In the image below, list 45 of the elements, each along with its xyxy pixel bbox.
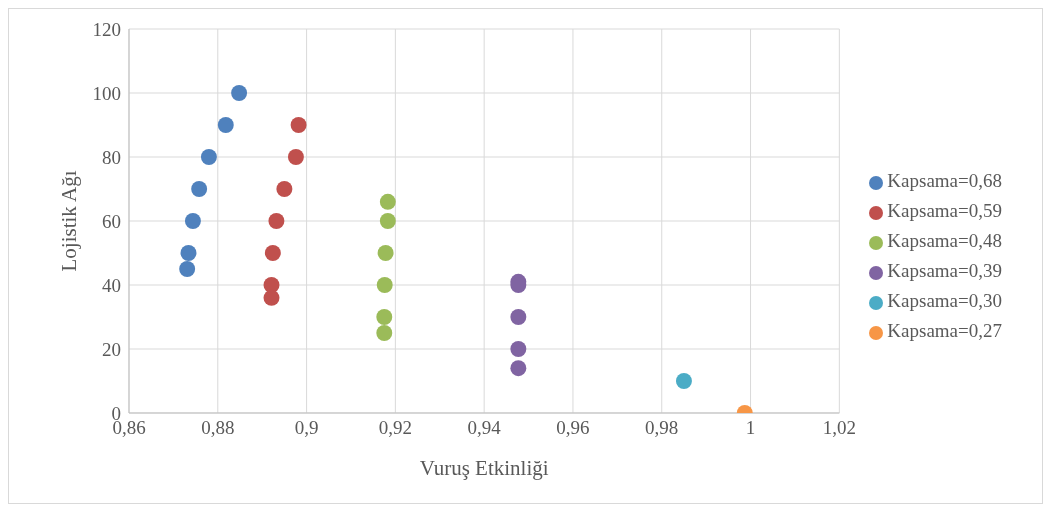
- y-tick-label: 20: [102, 338, 121, 360]
- x-tick-label: 0,98: [645, 417, 679, 439]
- legend-label: Kapsama=0,68: [887, 170, 1002, 191]
- point: [179, 261, 196, 277]
- y-tick-label: 80: [102, 146, 121, 168]
- point: [376, 309, 393, 325]
- point: [510, 360, 527, 377]
- y-tick-label: 100: [92, 82, 121, 104]
- legend-label: Kapsama=0,27: [887, 320, 1002, 341]
- legend-label: Kapsama=0,30: [887, 290, 1002, 311]
- point: [268, 213, 285, 229]
- point: [276, 181, 293, 197]
- point: [510, 309, 527, 325]
- x-tick-label: 1,02: [822, 417, 856, 439]
- point: [180, 245, 197, 261]
- x-tick-label: 0,96: [556, 417, 590, 439]
- point: [379, 213, 396, 229]
- x-axis-title: Vuruş Etkinliği: [419, 456, 549, 480]
- point: [376, 277, 393, 293]
- point: [290, 117, 307, 133]
- point: [184, 213, 201, 229]
- y-tick-label: 40: [102, 274, 121, 296]
- x-tick-label: 0,88: [201, 417, 235, 439]
- point: [263, 289, 280, 306]
- point: [675, 373, 692, 389]
- point: [217, 117, 234, 133]
- legend-label: Kapsama=0,48: [887, 230, 1002, 251]
- x-tick-label: 1: [745, 417, 756, 439]
- point: [376, 325, 393, 341]
- y-tick-label: 60: [102, 210, 121, 232]
- x-tick-label: 0,92: [378, 417, 412, 439]
- point: [287, 149, 304, 165]
- point: [264, 245, 281, 261]
- x-tick-label: 0,94: [467, 417, 502, 439]
- point: [377, 245, 394, 261]
- legend-label: Kapsama=0,59: [887, 200, 1002, 221]
- point: [191, 181, 208, 197]
- y-axis-title: Lojistik Ağı: [57, 170, 82, 272]
- point: [510, 341, 527, 357]
- y-tick-label: 120: [92, 18, 121, 40]
- point: [231, 85, 248, 101]
- legend-label: Kapsama=0,39: [887, 260, 1002, 281]
- x-tick-label: 0,9: [294, 417, 319, 439]
- point: [200, 149, 217, 165]
- point: [379, 193, 396, 210]
